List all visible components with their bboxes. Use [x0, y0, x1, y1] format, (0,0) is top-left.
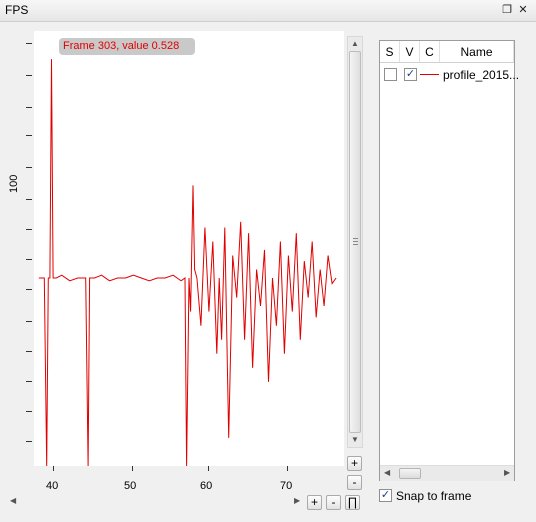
grip-line: [353, 238, 358, 239]
visible-checkbox[interactable]: ✓: [404, 68, 417, 81]
y-tick: [26, 229, 32, 230]
scroll-thumb[interactable]: [399, 468, 421, 479]
x-tick: [132, 466, 133, 471]
y-tick: [26, 75, 32, 76]
grip-line: [353, 241, 358, 242]
plot-area[interactable]: [34, 31, 344, 467]
y-tick: [26, 351, 32, 352]
snap-checkbox[interactable]: ✓: [379, 489, 392, 502]
scroll-up-icon[interactable]: ▲: [351, 39, 359, 48]
value-tooltip: Frame 303, value 0.528: [59, 38, 195, 55]
x-tick: [287, 466, 288, 471]
vertical-scrollbar[interactable]: ▲ ▼: [347, 36, 363, 448]
y-tick: [26, 135, 32, 136]
fps-line-chart: [38, 59, 337, 467]
x-axis: 40 50 60 70: [34, 466, 344, 494]
y-tick: [26, 167, 32, 168]
y-tick: [26, 43, 32, 44]
column-header-c[interactable]: C: [420, 41, 440, 63]
snap-label: Snap to frame: [396, 489, 472, 503]
x-tick: [53, 466, 54, 471]
table-horizontal-scrollbar[interactable]: ◀ ▶: [380, 465, 514, 481]
scroll-thumb[interactable]: [349, 51, 361, 433]
series-table: S V C Name ✓ profile_2015... ◀ ▶: [379, 40, 519, 481]
y-tick: [26, 381, 32, 382]
y-tick: [26, 321, 32, 322]
horizontal-scrollbar[interactable]: ◀ ▶: [10, 496, 302, 508]
select-checkbox[interactable]: [384, 68, 397, 81]
series-name: profile_2015...: [443, 68, 520, 82]
h-zoom-out-button[interactable]: -: [326, 495, 341, 510]
scroll-down-icon[interactable]: ▼: [351, 435, 359, 444]
x-tick-label: 70: [280, 480, 293, 492]
fit-view-button[interactable]: ∏: [345, 495, 360, 510]
y-tick: [26, 107, 32, 108]
close-icon[interactable]: ✕: [518, 4, 528, 16]
scroll-left-icon[interactable]: ◀: [384, 468, 391, 477]
grip-line: [353, 244, 358, 245]
scroll-right-icon[interactable]: ▶: [504, 468, 511, 477]
y-tick: [26, 199, 32, 200]
h-zoom-in-button[interactable]: +: [307, 495, 322, 510]
zoom-out-button[interactable]: -: [347, 475, 362, 490]
x-tick-label: 60: [200, 480, 213, 492]
y-tick: [26, 441, 32, 442]
y-axis-label: 100: [8, 174, 20, 193]
window-titlebar: FPS ❐ ✕: [0, 0, 536, 22]
scroll-right-icon[interactable]: ▶: [294, 496, 301, 505]
column-header-v[interactable]: V: [400, 41, 420, 63]
x-tick: [208, 466, 209, 471]
y-tick: [26, 289, 32, 290]
y-tick: [26, 411, 32, 412]
y-tick: [26, 259, 32, 260]
series-color-swatch: [420, 74, 439, 75]
column-header-s[interactable]: S: [380, 41, 400, 63]
y-axis: 100: [0, 31, 34, 466]
window-title: FPS: [5, 3, 29, 17]
x-tick-label: 40: [46, 480, 59, 492]
series-line: [38, 59, 337, 467]
x-tick-label: 50: [124, 480, 137, 492]
zoom-in-button[interactable]: +: [347, 456, 362, 471]
scroll-left-icon[interactable]: ◀: [10, 496, 17, 505]
restore-icon[interactable]: ❐: [502, 4, 512, 16]
column-header-name[interactable]: Name: [440, 41, 514, 63]
